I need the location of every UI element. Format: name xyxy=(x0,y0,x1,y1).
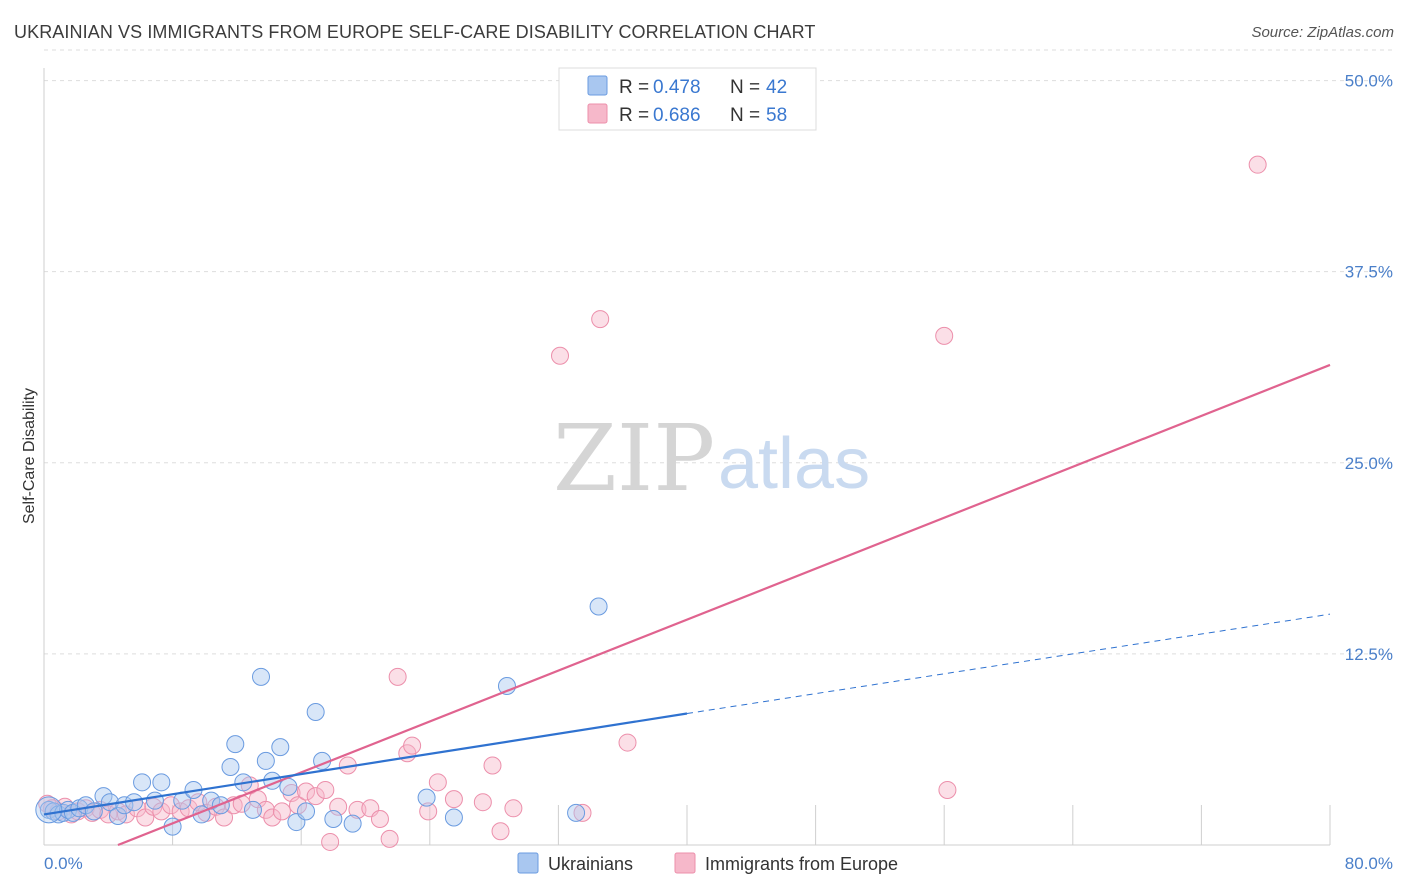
data-point-ukrainians xyxy=(152,773,171,792)
y-tick-labels: 12.5% 25.0% 37.5% 50.0% xyxy=(1345,72,1393,664)
data-point-immigrants-from-europe xyxy=(380,829,399,848)
data-point-immigrants-from-europe xyxy=(316,780,335,799)
data-point-ukrainians xyxy=(417,788,436,807)
data-point-ukrainians xyxy=(108,806,127,825)
data-point-immigrants-from-europe xyxy=(370,810,389,829)
data-point-immigrants-from-europe xyxy=(483,756,502,775)
legend-n-value-ukrainians: 42 xyxy=(766,77,787,98)
bottom-legend: Ukrainians Immigrants from Europe xyxy=(517,852,898,874)
source-credit: Source: ZipAtlas.com xyxy=(1251,24,1394,41)
watermark: ZIP atlas xyxy=(553,405,870,512)
data-point-immigrants-from-europe xyxy=(403,736,422,755)
bottom-legend-label-ukrainians: Ukrainians xyxy=(548,854,633,874)
legend-swatch-immigrants-from-europe xyxy=(587,103,608,124)
data-point-immigrants-from-europe xyxy=(152,802,171,821)
data-point-immigrants-from-europe xyxy=(551,346,570,365)
data-point-immigrants-from-europe xyxy=(272,802,291,821)
legend-swatch-ukrainians xyxy=(587,75,608,96)
y-tick-label: 25.0% xyxy=(1345,454,1393,473)
trend-lines xyxy=(43,363,1331,847)
data-point-ukrainians xyxy=(243,800,262,819)
data-point-immigrants-from-europe xyxy=(428,773,447,792)
data-point-ukrainians xyxy=(221,758,240,777)
bottom-legend-label-immigrants-from-europe: Immigrants from Europe xyxy=(705,854,898,874)
data-point-immigrants-from-europe xyxy=(573,803,592,822)
data-point-immigrants-from-europe xyxy=(306,787,325,806)
data-point-immigrants-from-europe xyxy=(938,780,957,799)
data-point-immigrants-from-europe xyxy=(591,310,610,329)
data-point-ukrainians xyxy=(589,597,608,616)
data-point-immigrants-from-europe xyxy=(504,799,523,818)
data-point-ukrainians xyxy=(444,808,463,827)
trend-line-immigrants-from-europe xyxy=(117,363,1331,847)
x-tick-label: 0.0% xyxy=(44,854,83,873)
data-point-immigrants-from-europe xyxy=(444,790,463,809)
grid-lines xyxy=(44,49,1392,655)
legend-r-label-ukrainians: R = xyxy=(619,77,649,98)
data-point-ukrainians xyxy=(324,810,343,829)
x-tick-marks xyxy=(172,805,1331,845)
data-point-ukrainians xyxy=(306,702,325,721)
data-point-ukrainians xyxy=(145,791,164,810)
data-point-immigrants-from-europe xyxy=(297,782,316,801)
data-point-ukrainians xyxy=(271,738,290,757)
legend-n-label-ukrainians: N = xyxy=(730,77,760,98)
trend-line-ukrainians-extrapolated xyxy=(686,613,1331,715)
data-point-ukrainians xyxy=(297,802,316,821)
y-tick-label: 50.0% xyxy=(1345,72,1393,91)
data-point-immigrants-from-europe xyxy=(329,797,348,816)
data-point-immigrants-from-europe xyxy=(263,808,282,827)
y-tick-label: 12.5% xyxy=(1345,645,1393,664)
bottom-legend-swatch-immigrants-from-europe xyxy=(674,852,696,874)
legend-n-label-immigrants-from-europe: N = xyxy=(730,105,760,126)
bottom-legend-swatch-ukrainians xyxy=(517,852,539,874)
y-axis-label: Self-Care Disability xyxy=(21,388,38,524)
data-point-ukrainians xyxy=(567,803,586,822)
data-point-immigrants-from-europe xyxy=(256,800,275,819)
chart-title: UKRAINIAN VS IMMIGRANTS FROM EUROPE SELF… xyxy=(14,22,816,42)
trend-line-ukrainians xyxy=(43,712,688,816)
data-point-ukrainians xyxy=(343,814,362,833)
data-point-ukrainians xyxy=(226,735,245,754)
data-point-immigrants-from-europe xyxy=(935,326,954,345)
legend-r-value-ukrainians: 0.478 xyxy=(653,77,701,98)
data-point-ukrainians xyxy=(256,751,275,770)
data-point-immigrants-from-europe xyxy=(321,832,340,851)
x-tick-labels: 0.0% 80.0% xyxy=(44,854,1393,873)
data-point-ukrainians-large xyxy=(35,796,63,824)
watermark-zip: ZIP xyxy=(553,405,715,512)
legend-r-label-immigrants-from-europe: R = xyxy=(619,105,649,126)
data-point-immigrants-from-europe xyxy=(348,800,367,819)
data-point-immigrants-from-europe xyxy=(388,667,407,686)
data-point-ukrainians xyxy=(133,773,152,792)
x-tick-label: 80.0% xyxy=(1345,854,1393,873)
data-point-immigrants-from-europe xyxy=(1248,155,1267,174)
data-point-immigrants-from-europe xyxy=(473,793,492,812)
data-point-ukrainians xyxy=(252,667,271,686)
data-point-immigrants-from-europe xyxy=(419,802,438,821)
data-point-immigrants-from-europe xyxy=(491,822,510,841)
legend-r-value-immigrants-from-europe: 0.686 xyxy=(653,105,701,126)
legend: R = 0.478 N = 42 R = 0.686 N = 58 xyxy=(558,67,817,131)
legend-n-value-immigrants-from-europe: 58 xyxy=(766,105,787,126)
data-point-immigrants-from-europe xyxy=(618,733,637,752)
watermark-atlas: atlas xyxy=(718,424,870,504)
y-tick-label: 37.5% xyxy=(1345,263,1393,282)
